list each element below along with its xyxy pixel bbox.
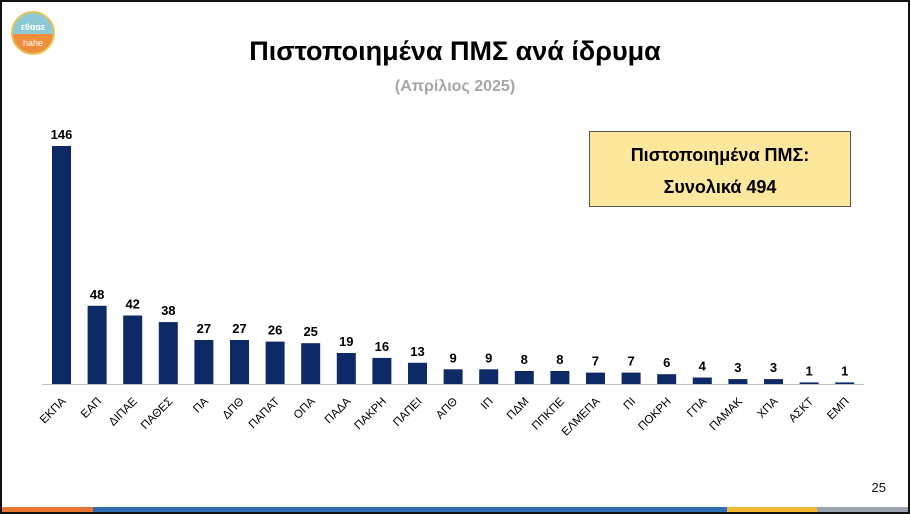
data-label-11: 13 bbox=[410, 344, 424, 359]
data-label-7: 26 bbox=[268, 323, 282, 338]
data-label-2: 48 bbox=[90, 287, 104, 302]
data-label-5: 27 bbox=[197, 321, 211, 336]
bar-2 bbox=[87, 305, 107, 384]
bar-20 bbox=[728, 379, 748, 384]
total-callout-line1: Πιστοποιημένα ΠΜΣ: bbox=[630, 145, 810, 165]
bar-12 bbox=[443, 369, 463, 384]
data-label-22: 1 bbox=[805, 363, 812, 378]
page-number: 25 bbox=[871, 480, 886, 495]
bar-14 bbox=[514, 371, 534, 384]
data-label-17: 7 bbox=[627, 354, 634, 369]
slide-subtitle: (Απρίλιος 2025) bbox=[394, 78, 516, 95]
x-tick-label-13: ΙΠ bbox=[479, 396, 496, 413]
x-tick-label-11: ΠΑΠΕΙ bbox=[391, 396, 424, 429]
bar-22 bbox=[799, 382, 819, 384]
bottom-bar-segment-2 bbox=[92, 507, 727, 512]
total-callout-box: Πιστοποιημένα ΠΜΣ: Συνολικά 494 bbox=[589, 131, 851, 207]
data-label-15: 8 bbox=[556, 352, 563, 367]
data-label-18: 6 bbox=[663, 355, 670, 370]
x-tick-label-20: ΠΑΜΑΚ bbox=[708, 395, 746, 433]
x-tick-label-18: ΠΟΚΡΗ bbox=[636, 396, 673, 433]
bar-3 bbox=[123, 315, 143, 384]
x-tick-label-9: ΠΑΔΑ bbox=[323, 395, 354, 426]
bar-1 bbox=[52, 146, 71, 384]
bar-17 bbox=[621, 372, 641, 384]
data-label-4: 38 bbox=[161, 303, 175, 318]
data-label-10: 16 bbox=[375, 339, 389, 354]
bar-13 bbox=[479, 369, 499, 384]
data-label-23: 1 bbox=[841, 363, 848, 378]
x-tick-label-17: ΠΙ bbox=[622, 396, 639, 413]
x-tick-label-23: ΕΜΠ bbox=[825, 396, 852, 423]
bottom-bar-segment-3 bbox=[726, 507, 818, 512]
bottom-bar-segment-4 bbox=[817, 507, 908, 512]
x-tick-label-14: ΠΔΜ bbox=[505, 396, 532, 423]
data-label-14: 8 bbox=[521, 352, 528, 367]
x-tick-label-22: ΑΣΚΤ bbox=[787, 396, 816, 425]
x-tick-label-7: ΠΑΠΑΤ bbox=[247, 396, 282, 431]
data-label-8: 25 bbox=[303, 324, 317, 339]
x-tick-label-3: ΔΙΠΑΕ bbox=[107, 395, 140, 428]
x-tick-label-8: ΟΠΑ bbox=[292, 395, 318, 421]
bar-15 bbox=[550, 371, 570, 384]
bar-16 bbox=[586, 372, 605, 384]
bar-9 bbox=[336, 353, 356, 384]
bar-4 bbox=[158, 322, 178, 384]
data-label-13: 9 bbox=[485, 350, 492, 365]
total-callout-line2: Συνολικά 494 bbox=[663, 177, 777, 197]
x-tick-label-6: ΔΠΘ bbox=[221, 396, 247, 422]
x-tick-label-16: ΕΛΜΕΠΑ bbox=[560, 395, 603, 438]
data-label-9: 19 bbox=[339, 334, 353, 349]
bar-chart: 146ΕΚΠΑ48ΕΑΠ42ΔΙΠΑΕ38ΠΑΘΕΣ27ΠΑ27ΔΠΘ26ΠΑΠ… bbox=[38, 127, 864, 438]
data-label-6: 27 bbox=[232, 321, 246, 336]
data-label-12: 9 bbox=[449, 350, 456, 365]
data-label-3: 42 bbox=[125, 297, 139, 312]
hahe-logo: εθααε hahe bbox=[11, 11, 55, 55]
data-label-1: 146 bbox=[51, 127, 73, 142]
logo-band bbox=[13, 34, 53, 53]
logo-bottom-text: hahe bbox=[22, 38, 44, 48]
x-tick-label-4: ΠΑΘΕΣ bbox=[139, 396, 175, 432]
bar-5 bbox=[194, 340, 214, 384]
x-tick-label-5: ΠΑ bbox=[191, 395, 211, 415]
bar-18 bbox=[657, 374, 677, 384]
bar-8 bbox=[301, 343, 321, 384]
bar-10 bbox=[372, 357, 392, 384]
data-label-20: 3 bbox=[734, 360, 741, 375]
bottom-color-bar bbox=[2, 507, 908, 512]
bottom-bar-segment-1 bbox=[2, 507, 93, 512]
data-label-16: 7 bbox=[592, 354, 599, 369]
bar-11 bbox=[408, 362, 427, 384]
x-tick-label-2: ΕΑΠ bbox=[79, 396, 104, 421]
x-tick-label-12: ΑΠΘ bbox=[434, 396, 460, 422]
bar-23 bbox=[835, 382, 855, 384]
x-tick-label-21: ΧΠΑ bbox=[755, 395, 780, 420]
logo-top-text: εθααε bbox=[20, 22, 46, 32]
x-tick-label-1: ΕΚΠΑ bbox=[38, 395, 69, 426]
slide-title: Πιστοποιημένα ΠΜΣ ανά ίδρυμα bbox=[249, 36, 661, 66]
bar-19 bbox=[692, 377, 712, 384]
data-label-21: 3 bbox=[770, 360, 777, 375]
bar-7 bbox=[265, 341, 285, 384]
bar-6 bbox=[230, 340, 249, 384]
x-tick-label-19: ΓΠΑ bbox=[685, 395, 709, 419]
data-label-19: 4 bbox=[699, 359, 707, 374]
bar-21 bbox=[764, 379, 783, 384]
x-tick-label-10: ΠΑΚΡΗ bbox=[353, 396, 390, 433]
